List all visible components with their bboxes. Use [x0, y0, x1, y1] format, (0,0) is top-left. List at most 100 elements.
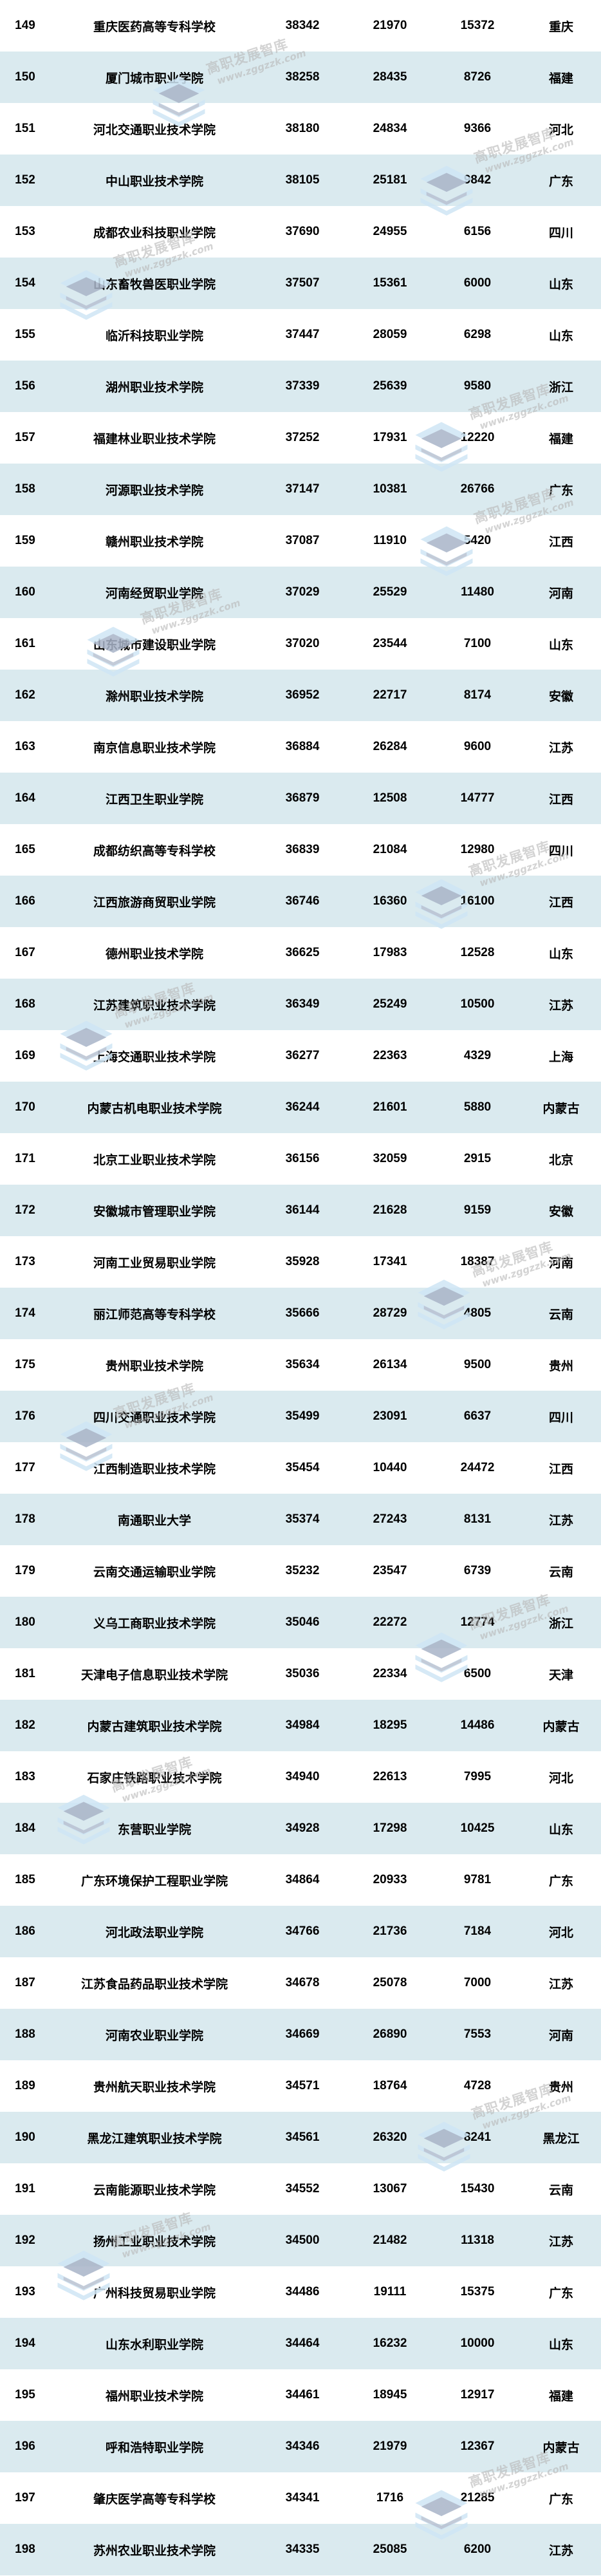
rank-cell-text: 166: [15, 894, 35, 908]
value3-cell: 15375: [434, 2266, 521, 2318]
school-name-cell-text: 云南交通运输职业学院: [93, 1565, 216, 1579]
value3-cell-text: 5880: [463, 1100, 492, 1114]
value3-cell-text: 12774: [460, 1615, 495, 1629]
province-cell-text: 江苏: [548, 1977, 573, 1991]
school-name-cell-text: 湖州职业技术学院: [105, 381, 203, 395]
rank-cell: 151: [0, 103, 50, 155]
rank-cell: 173: [0, 1236, 50, 1288]
value2-cell: 21084: [346, 824, 434, 876]
school-name-cell-text: 天津电子信息职业技术学院: [80, 1668, 228, 1682]
province-cell: 江苏: [521, 2215, 601, 2266]
table-row: 177 江西制造职业技术学院 35454 10440 24472 江西: [0, 1442, 601, 1494]
value3-cell-text: 24472: [460, 1461, 495, 1474]
province-cell-text: 江苏: [548, 2544, 573, 2558]
school-name-cell-text: 中山职业技术学院: [105, 174, 203, 189]
value3-cell: 12774: [434, 1597, 521, 1648]
value2-cell: 22613: [346, 1751, 434, 1803]
value2-cell-text: 24834: [373, 122, 407, 135]
value2-cell: 26284: [346, 721, 434, 773]
value1-cell-text: 36349: [285, 997, 320, 1011]
value3-cell: 21285: [434, 2472, 521, 2524]
value2-cell-text: 27243: [373, 1512, 407, 1526]
value2-cell-text: 23544: [373, 637, 407, 650]
rank-cell-text: 174: [15, 1306, 35, 1320]
value2-cell-text: 25249: [373, 997, 407, 1011]
rank-cell-text: 191: [15, 2182, 35, 2195]
value3-cell-text: 10000: [460, 2336, 495, 2350]
school-name-cell: 德州职业技术学院: [50, 927, 259, 979]
value1-cell-text: 34335: [285, 2543, 320, 2556]
value3-cell: 12917: [434, 2369, 521, 2421]
rank-cell-text: 154: [15, 276, 35, 290]
rank-cell-text: 162: [15, 688, 35, 702]
value3-cell-text: 8241: [463, 2130, 492, 2144]
value3-cell: 10500: [434, 979, 521, 1030]
rank-cell-text: 175: [15, 1358, 35, 1371]
value1-cell: 34678: [259, 1957, 346, 2009]
value3-cell: 9500: [434, 1339, 521, 1391]
table-row: 194 山东水利职业学院 34464 16232 10000 山东: [0, 2318, 601, 2369]
value1-cell-text: 34346: [285, 2440, 320, 2453]
value1-cell-text: 35036: [285, 1667, 320, 1680]
rank-cell: 177: [0, 1442, 50, 1494]
value2-cell: 25078: [346, 1957, 434, 2009]
school-name-cell: 成都纺织高等专科学校: [50, 824, 259, 876]
table-row: 190 黑龙江建筑职业技术学院 34561 26320 8241 黑龙江: [0, 2112, 601, 2163]
school-name-cell: 江苏建筑职业技术学院: [50, 979, 259, 1030]
school-name-cell: 上海交通职业技术学院: [50, 1030, 259, 1082]
school-name-cell: 河南工业贸易职业学院: [50, 1236, 259, 1288]
school-name-cell-text: 江西制造职业技术学院: [93, 1462, 216, 1476]
rank-cell-text: 161: [15, 637, 35, 650]
province-cell-text: 云南: [548, 1565, 573, 1579]
value2-cell: 18295: [346, 1700, 434, 1751]
province-cell: 福建: [521, 2369, 601, 2421]
value3-cell: 5420: [434, 515, 521, 567]
school-name-cell: 石家庄铁路职业技术学院: [50, 1751, 259, 1803]
province-cell-text: 江苏: [548, 1514, 573, 1528]
rank-cell: 184: [0, 1803, 50, 1854]
value3-cell-text: 6739: [463, 1564, 492, 1577]
province-cell-text: 河南: [548, 587, 573, 601]
value2-cell-text: 13067: [373, 2182, 407, 2195]
value2-cell: 23547: [346, 1545, 434, 1597]
rank-cell-text: 158: [15, 482, 35, 496]
school-name-cell: 厦门城市职业学院: [50, 52, 259, 103]
value3-cell: 8726: [434, 52, 521, 103]
value3-cell-text: 8726: [463, 70, 492, 84]
value1-cell-text: 35928: [285, 1255, 320, 1268]
province-cell-text: 山东: [548, 1823, 573, 1837]
table-row: 159 赣州职业技术学院 37087 11910 5420 江西: [0, 515, 601, 567]
value3-cell-text: 9159: [463, 1203, 492, 1217]
province-cell-text: 福建: [548, 2389, 573, 2403]
province-cell-text: 广东: [548, 2286, 573, 2300]
rank-cell: 159: [0, 515, 50, 567]
school-name-cell: 山东城市建设职业学院: [50, 618, 259, 670]
value1-cell: 38342: [259, 0, 346, 52]
school-name-cell-text: 东营职业学院: [117, 1823, 191, 1837]
value1-cell-text: 36884: [285, 740, 320, 753]
province-cell-text: 江西: [548, 896, 573, 910]
province-cell-text: 江苏: [548, 999, 573, 1013]
rank-cell: 172: [0, 1185, 50, 1236]
value1-cell: 36244: [259, 1082, 346, 1133]
rank-cell: 149: [0, 0, 50, 52]
value1-cell: 35374: [259, 1494, 346, 1545]
province-cell: 广东: [521, 1854, 601, 1906]
value1-cell-text: 36156: [285, 1152, 320, 1165]
value2-cell-text: 25529: [373, 585, 407, 599]
value3-cell: 26766: [434, 464, 521, 515]
value2-cell-text: 21482: [373, 2233, 407, 2247]
value1-cell-text: 36244: [285, 1100, 320, 1114]
value2-cell: 13067: [346, 2163, 434, 2215]
value1-cell: 38258: [259, 52, 346, 103]
province-cell: 浙江: [521, 1597, 601, 1648]
province-cell-text: 云南: [548, 1308, 573, 1322]
rank-cell: 155: [0, 309, 50, 361]
value1-cell-text: 37020: [285, 637, 320, 650]
province-cell-text: 广东: [548, 1874, 573, 1888]
value1-cell: 34940: [259, 1751, 346, 1803]
school-name-cell: 广东环境保护工程职业学院: [50, 1854, 259, 1906]
province-cell-text: 福建: [548, 71, 573, 86]
value2-cell-text: 17983: [373, 946, 407, 959]
value2-cell: 22363: [346, 1030, 434, 1082]
